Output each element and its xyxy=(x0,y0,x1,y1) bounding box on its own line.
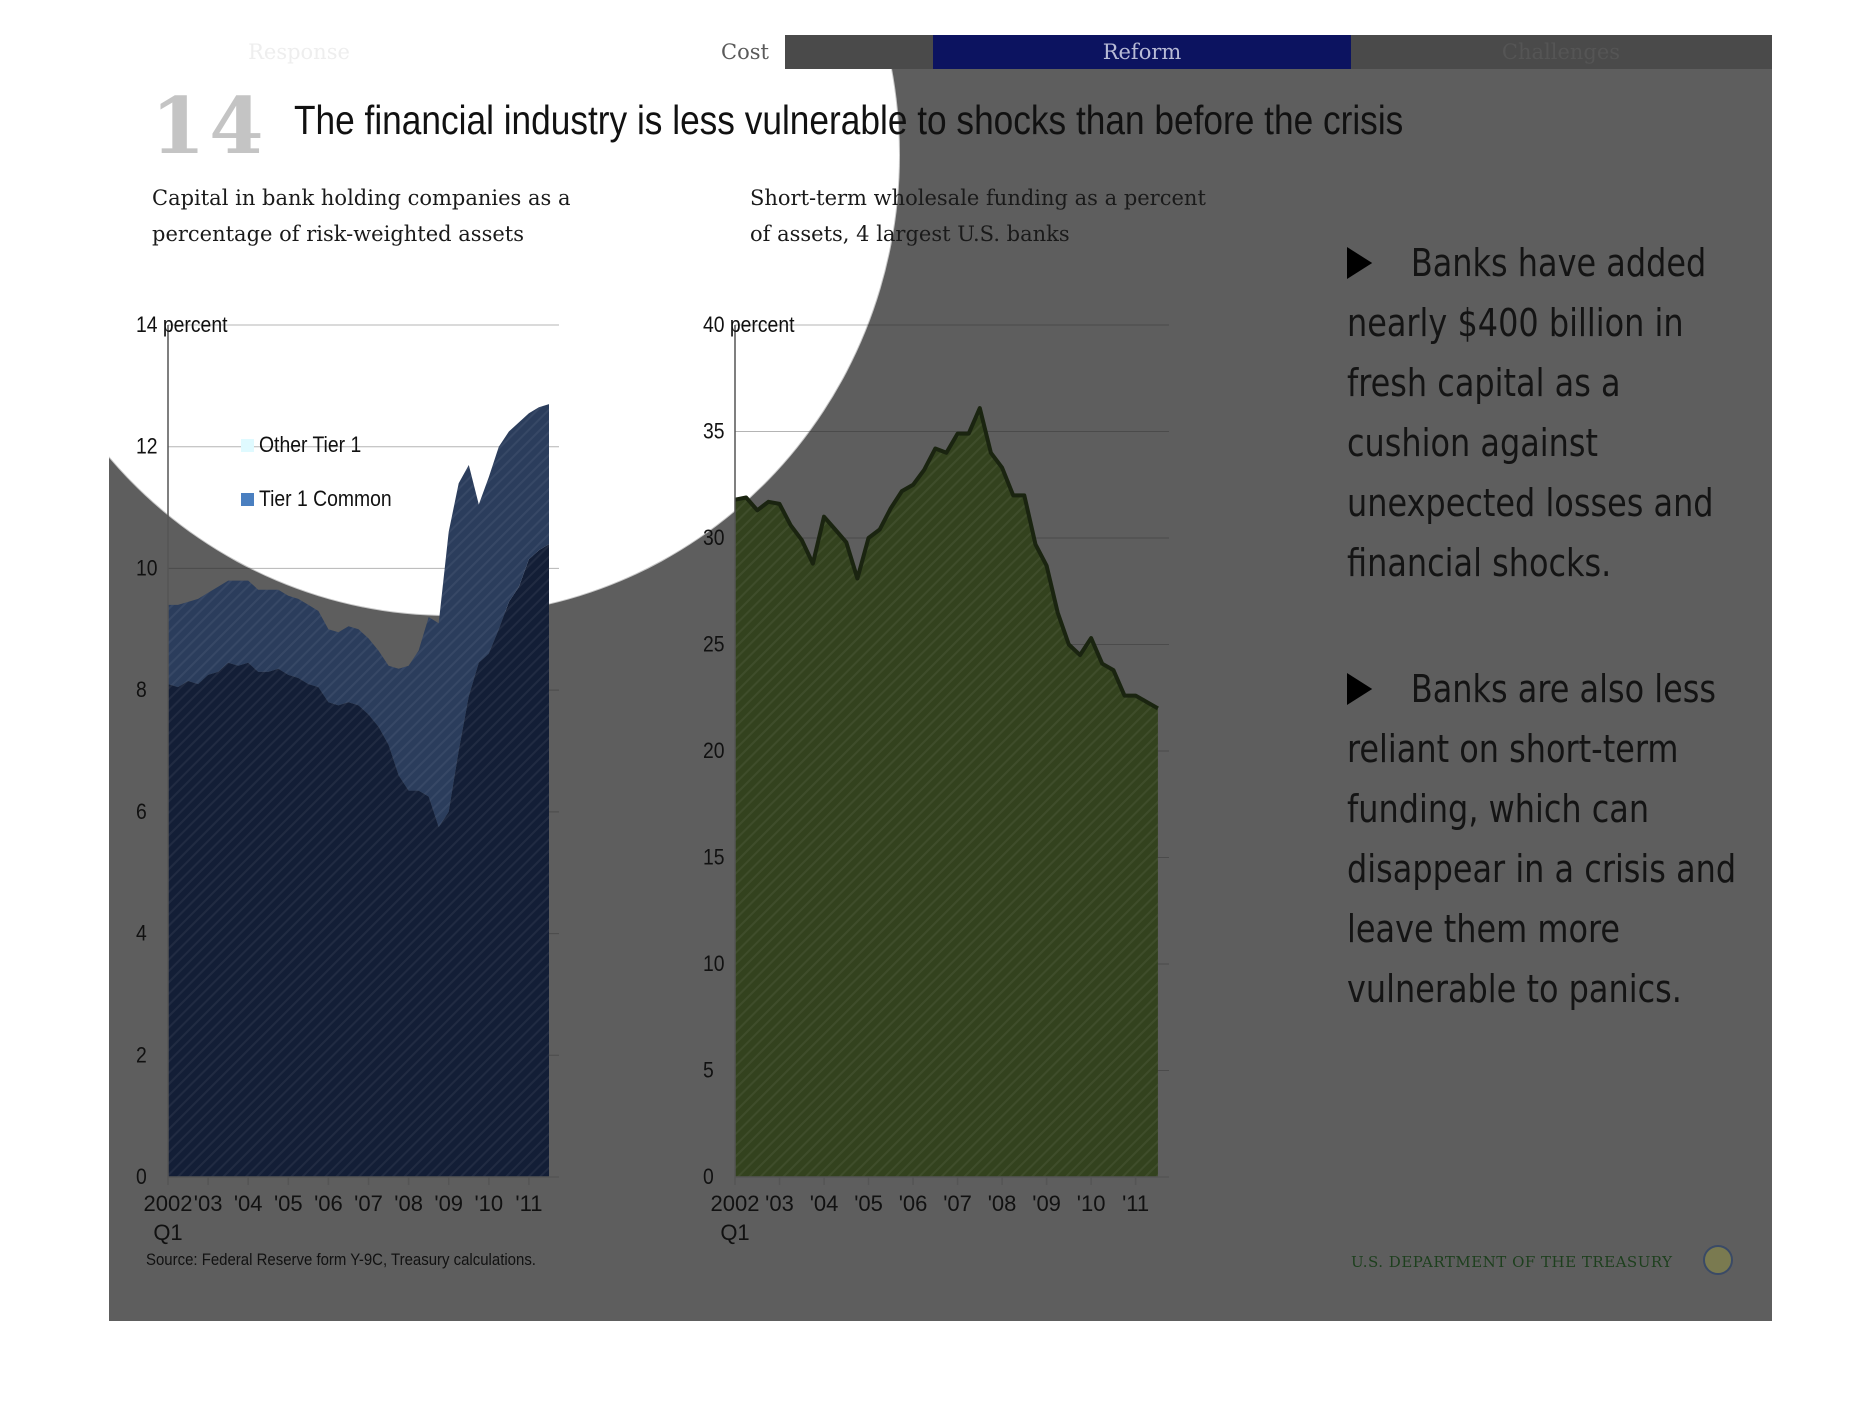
y-tick-label: 35 xyxy=(703,419,725,443)
chart-2-title-line: of assets, 4 largest U.S. banks xyxy=(750,222,1070,246)
section-nav: Cost Reform Challenges xyxy=(721,35,1772,69)
bullet-1: Banks have added nearly $400 billion in fr… xyxy=(1347,241,1714,585)
y-tick-label: 14 percent xyxy=(136,313,228,337)
x-tick-label: '05 xyxy=(274,1191,303,1216)
y-tick-label: 5 xyxy=(703,1058,714,1082)
x-tick-label: '08 xyxy=(988,1191,1017,1216)
nav-tab-cost[interactable]: Cost xyxy=(721,40,769,64)
legend-item-tier1-common: Tier 1 Common xyxy=(241,484,410,514)
legend-swatch-tier1-common xyxy=(241,493,254,506)
y-tick-label: 10 xyxy=(703,952,725,976)
chart-1-title: Capital in bank holding companies as a p… xyxy=(152,180,570,252)
chart-1-title-line: percentage of risk-weighted assets xyxy=(152,222,524,246)
y-tick-label: 12 xyxy=(136,435,158,459)
area-hatch xyxy=(168,404,549,828)
x-tick-sublabel: Q1 xyxy=(720,1220,749,1245)
x-tick-label: '11 xyxy=(1122,1191,1149,1216)
legend-swatch-other-tier1 xyxy=(241,439,254,452)
y-tick-label: 15 xyxy=(703,845,725,869)
y-tick-label: 4 xyxy=(136,921,147,945)
nav-tab-challenges[interactable]: Challenges xyxy=(1501,40,1621,64)
x-tick-label: '06 xyxy=(314,1191,343,1216)
x-tick-label: '07 xyxy=(354,1191,383,1216)
x-tick-label: '05 xyxy=(854,1191,883,1216)
x-tick-sublabel: Q1 xyxy=(153,1220,182,1245)
treasury-logo-text[interactable]: U.S. DEPARTMENT OF THE TREASURY xyxy=(1351,1253,1673,1271)
x-tick-label: '04 xyxy=(810,1191,839,1216)
x-tick-label: '11 xyxy=(515,1191,542,1216)
legend-label: Other Tier 1 xyxy=(259,432,362,457)
nav-tab-response[interactable]: Response xyxy=(248,40,350,64)
x-tick-label: '07 xyxy=(943,1191,972,1216)
y-tick-label: 30 xyxy=(703,526,725,550)
x-tick-label: '10 xyxy=(474,1191,503,1216)
area-hatch xyxy=(168,544,549,1177)
y-tick-label: 0 xyxy=(703,1165,714,1189)
bullet-2: Banks are also less reliant on short-term… xyxy=(1347,667,1737,1011)
slide-title: The financial industry is less vulnerabl… xyxy=(294,97,1404,143)
x-tick-label: 2002 xyxy=(144,1191,193,1216)
y-tick-label: 6 xyxy=(136,800,147,824)
treasury-seal-icon xyxy=(1703,1245,1733,1275)
nav-tab-reform[interactable]: Reform xyxy=(933,35,1351,69)
legend-label: Tier 1 Common xyxy=(259,486,392,511)
bullet-arrow-icon xyxy=(1347,673,1373,705)
slide-number: 14 xyxy=(151,81,268,172)
y-tick-label: 25 xyxy=(703,632,725,656)
slide: Cost Reform Challenges Response 14 The f… xyxy=(109,35,1772,1321)
x-tick-label: 2002 xyxy=(711,1191,760,1216)
y-tick-label: 0 xyxy=(136,1165,147,1189)
capital-chart: 0 2 4 6 8 10 12 14 percent 2002'03 '04 '05 '06 '07 '0… xyxy=(136,313,559,1245)
x-tick-label: '03 xyxy=(765,1191,794,1216)
x-tick-label: '03 xyxy=(194,1191,223,1216)
y-tick-label: 2 xyxy=(136,1043,147,1067)
key-points: Banks have added nearly $400 billion in fr… xyxy=(1347,233,1757,1085)
x-tick-label: '10 xyxy=(1077,1191,1106,1216)
x-tick-label: '08 xyxy=(394,1191,423,1216)
chart-2-title: Short-term wholesale funding as a percen… xyxy=(750,180,1206,252)
y-tick-label: 10 xyxy=(136,556,158,580)
x-tick-label: '09 xyxy=(434,1191,463,1216)
wholesale-funding-chart: 0 5 10 15 20 25 30 35 40 percent 2002'03 '04 '05 '06… xyxy=(703,313,1169,1245)
bullet-arrow-icon xyxy=(1347,247,1373,279)
source-note: Source: Federal Reserve form Y-9C, Treas… xyxy=(146,1250,536,1269)
chart-2-title-line: Short-term wholesale funding as a percen… xyxy=(750,186,1206,210)
area-hatch xyxy=(735,408,1158,1178)
y-tick-label: 20 xyxy=(703,739,725,763)
legend-item-other-tier1: Other Tier 1 xyxy=(241,430,410,484)
y-tick-label: 8 xyxy=(136,678,147,702)
chart-1-legend: Other Tier 1 Tier 1 Common xyxy=(241,430,410,514)
x-tick-label: '09 xyxy=(1032,1191,1061,1216)
y-tick-label: 40 percent xyxy=(703,313,795,337)
chart-1-title-line: Capital in bank holding companies as a xyxy=(152,186,571,210)
series-line xyxy=(734,406,1159,711)
x-tick-label: '06 xyxy=(899,1191,928,1216)
x-tick-label: '04 xyxy=(234,1191,263,1216)
